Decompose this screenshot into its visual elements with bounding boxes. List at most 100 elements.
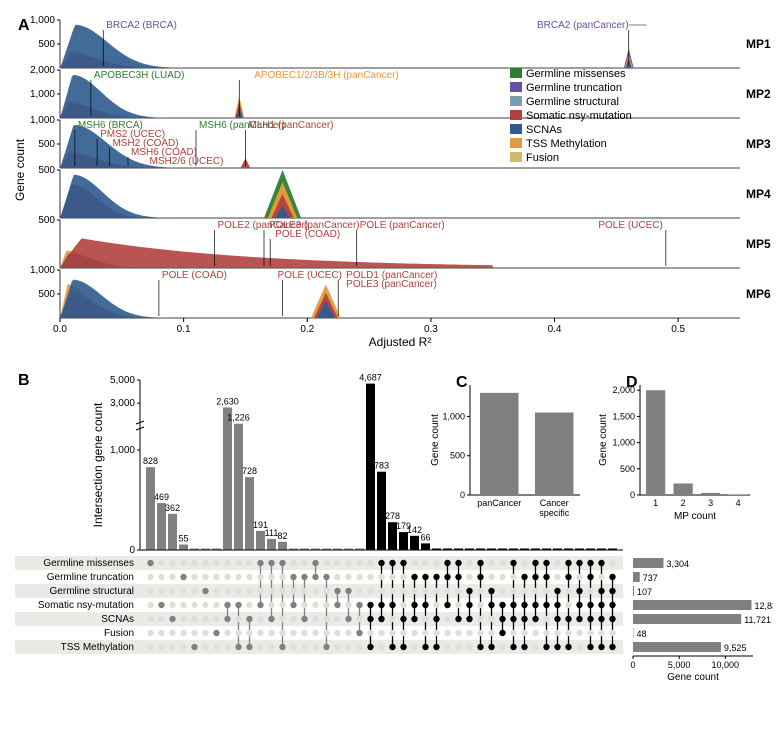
svg-text:APOBEC3H (LUAD): APOBEC3H (LUAD) xyxy=(94,70,185,81)
svg-text:728: 728 xyxy=(242,466,257,476)
svg-text:500: 500 xyxy=(38,289,55,300)
svg-text:Gene count: Gene count xyxy=(667,672,719,683)
figure: A Gene count 500 1,000 BRCA2 (BRCA) BRCA2 (pa… xyxy=(10,10,773,741)
svg-text:Somatic nsy-mutation: Somatic nsy-mutation xyxy=(526,110,632,122)
svg-text:0.4: 0.4 xyxy=(548,324,562,335)
svg-text:278: 278 xyxy=(385,511,400,521)
svg-text:783: 783 xyxy=(374,461,389,471)
svg-text:C: C xyxy=(456,374,468,391)
svg-text:737: 737 xyxy=(643,573,658,583)
svg-text:0.5: 0.5 xyxy=(671,324,685,335)
svg-text:10,000: 10,000 xyxy=(712,660,740,670)
svg-text:BRCA2 (BRCA): BRCA2 (BRCA) xyxy=(106,20,177,31)
svg-text:MP1: MP1 xyxy=(746,37,771,51)
svg-text:3,000: 3,000 xyxy=(110,398,135,409)
svg-text:0: 0 xyxy=(630,490,635,500)
svg-text:107: 107 xyxy=(637,587,652,597)
svg-text:POLE3 (panCancer): POLE3 (panCancer) xyxy=(346,279,437,290)
svg-text:500: 500 xyxy=(620,464,635,474)
svg-text:Gene count: Gene count xyxy=(13,138,27,201)
svg-text:APOBEC1/2/3B/3H (panCancer): APOBEC1/2/3B/3H (panCancer) xyxy=(254,70,399,81)
svg-text:3: 3 xyxy=(708,498,713,508)
svg-text:1,000: 1,000 xyxy=(30,265,55,276)
svg-text:469: 469 xyxy=(154,492,169,502)
svg-text:Cancer: Cancer xyxy=(540,498,569,508)
svg-text:Germline missenses: Germline missenses xyxy=(526,68,626,80)
svg-text:0: 0 xyxy=(460,490,465,500)
svg-text:828: 828 xyxy=(143,456,158,466)
svg-text:1,500: 1,500 xyxy=(612,411,635,421)
svg-text:POLE (UCEC): POLE (UCEC) xyxy=(598,220,662,231)
svg-text:4,687: 4,687 xyxy=(359,373,382,383)
svg-text:1,000: 1,000 xyxy=(110,445,135,456)
svg-text:TSS Methylation: TSS Methylation xyxy=(61,642,134,653)
svg-text:9,525: 9,525 xyxy=(724,643,747,653)
svg-text:111: 111 xyxy=(265,528,279,538)
svg-text:SCNAs: SCNAs xyxy=(526,124,563,136)
svg-text:Germline truncation: Germline truncation xyxy=(526,82,622,94)
svg-text:Germline missenses: Germline missenses xyxy=(43,558,134,569)
svg-text:500: 500 xyxy=(38,165,55,176)
svg-text:SCNAs: SCNAs xyxy=(101,614,134,625)
svg-text:362: 362 xyxy=(165,503,180,513)
svg-text:4: 4 xyxy=(736,498,741,508)
svg-text:Fusion: Fusion xyxy=(104,628,134,639)
svg-text:5,000: 5,000 xyxy=(110,375,135,386)
svg-text:82: 82 xyxy=(277,531,287,541)
svg-text:0.3: 0.3 xyxy=(424,324,438,335)
svg-text:66: 66 xyxy=(420,532,430,542)
svg-text:1,000: 1,000 xyxy=(30,89,55,100)
svg-text:0: 0 xyxy=(129,545,135,556)
svg-text:MSH2/6 (UCEC): MSH2/6 (UCEC) xyxy=(150,156,224,167)
svg-text:500: 500 xyxy=(38,215,55,226)
svg-text:1,000: 1,000 xyxy=(30,115,55,126)
svg-text:MP3: MP3 xyxy=(746,137,771,151)
svg-text:0.2: 0.2 xyxy=(300,324,314,335)
svg-text:0.1: 0.1 xyxy=(177,324,191,335)
legend: Germline missenses Germline truncation Ger… xyxy=(510,68,632,164)
svg-text:2: 2 xyxy=(681,498,686,508)
svg-text:Adjusted R²: Adjusted R² xyxy=(369,335,432,349)
svg-text:TSS Methylation: TSS Methylation xyxy=(526,138,607,150)
svg-text:specific: specific xyxy=(539,508,570,518)
svg-text:Somatic nsy-mutation: Somatic nsy-mutation xyxy=(38,600,134,611)
svg-text:A: A xyxy=(18,17,30,34)
svg-text:MP2: MP2 xyxy=(746,87,771,101)
svg-text:MLH1 (panCancer): MLH1 (panCancer) xyxy=(248,120,333,131)
svg-text:panCancer: panCancer xyxy=(477,498,521,508)
svg-text:POLE (panCancer): POLE (panCancer) xyxy=(360,220,445,231)
svg-text:POLE (COAD): POLE (COAD) xyxy=(162,270,227,281)
svg-text:1,000: 1,000 xyxy=(612,438,635,448)
svg-text:1: 1 xyxy=(653,498,658,508)
svg-text:3,304: 3,304 xyxy=(666,559,689,569)
svg-text:1,000: 1,000 xyxy=(30,15,55,26)
svg-text:BRCA2 (panCancer): BRCA2 (panCancer) xyxy=(537,20,629,31)
svg-text:MP count: MP count xyxy=(674,511,716,522)
svg-text:Gene count: Gene count xyxy=(598,414,609,466)
svg-text:POLE (UCEC): POLE (UCEC) xyxy=(278,270,342,281)
svg-text:500: 500 xyxy=(38,39,55,50)
svg-text:Germline truncation: Germline truncation xyxy=(47,572,134,583)
svg-text:B: B xyxy=(18,372,30,389)
svg-text:1,000: 1,000 xyxy=(442,411,465,421)
svg-text:500: 500 xyxy=(450,451,465,461)
svg-text:12,836: 12,836 xyxy=(754,601,773,611)
svg-text:500: 500 xyxy=(38,139,55,150)
svg-text:2,630: 2,630 xyxy=(216,396,239,406)
svg-text:55: 55 xyxy=(178,534,188,544)
svg-text:5,000: 5,000 xyxy=(668,660,691,670)
svg-text:Fusion: Fusion xyxy=(526,152,559,164)
svg-text:2,000: 2,000 xyxy=(30,65,55,76)
svg-text:MP4: MP4 xyxy=(746,187,771,201)
svg-text:MP6: MP6 xyxy=(746,287,771,301)
svg-text:0: 0 xyxy=(630,660,635,670)
svg-text:Germline structural: Germline structural xyxy=(50,586,134,597)
svg-text:2,000: 2,000 xyxy=(612,385,635,395)
svg-text:Intersection gene count: Intersection gene count xyxy=(91,402,105,527)
svg-text:0.0: 0.0 xyxy=(53,324,67,335)
svg-text:1,226: 1,226 xyxy=(227,413,250,423)
svg-text:Germline structural: Germline structural xyxy=(526,96,619,108)
svg-text:Gene count: Gene count xyxy=(430,414,441,466)
svg-text:MP5: MP5 xyxy=(746,237,771,251)
svg-text:POLE (COAD): POLE (COAD) xyxy=(275,229,340,240)
